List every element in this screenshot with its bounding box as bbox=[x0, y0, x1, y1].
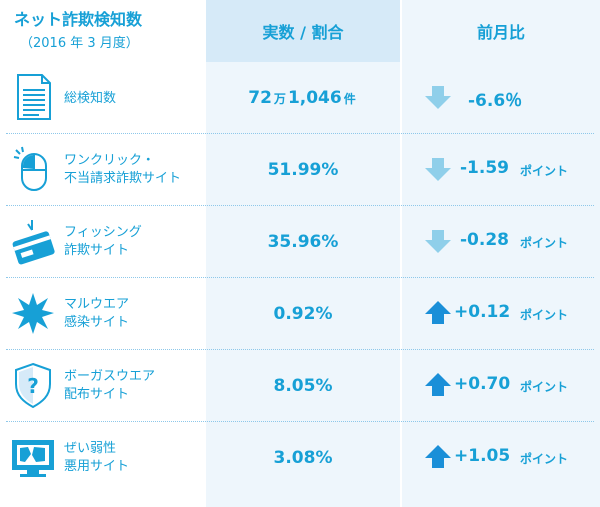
arrow-up-icon bbox=[425, 445, 451, 468]
change-column-header: 前月比 bbox=[476, 23, 525, 42]
change-unit: ポイント bbox=[520, 164, 569, 178]
change-value: -1.59 bbox=[460, 158, 509, 178]
credit-card-icon bbox=[10, 216, 56, 266]
row-value: 35.96% bbox=[267, 232, 339, 252]
document-icon bbox=[10, 72, 56, 122]
row-divider bbox=[6, 277, 594, 278]
change-value: +0.70 bbox=[454, 374, 511, 394]
row-label-line2: 詐欺サイト bbox=[64, 243, 130, 258]
value-unit: 万 bbox=[273, 91, 286, 106]
value-number-rest: 1,046 bbox=[287, 88, 342, 108]
arrow-up-icon bbox=[425, 373, 451, 396]
arrow-down-icon bbox=[425, 158, 451, 181]
row-label-line1: フィッシング bbox=[64, 225, 142, 240]
table-title: ネット詐欺検知数 bbox=[14, 10, 143, 29]
row-value: 8.05% bbox=[273, 376, 333, 396]
row-change: -0.28 ポイント bbox=[402, 206, 600, 278]
row-label-line1: ボーガスウエア bbox=[64, 369, 156, 384]
row-label-line2: 不当請求詐欺サイト bbox=[64, 171, 182, 186]
row-change: +0.12 ポイント bbox=[402, 278, 600, 350]
row-value: 72 万 1,046 件 bbox=[206, 62, 400, 134]
change-unit: ポイント bbox=[520, 236, 569, 250]
arrow-down-icon bbox=[425, 86, 451, 109]
row-divider bbox=[6, 133, 594, 134]
row-label-line1: マルウエア bbox=[64, 297, 130, 312]
change-value: -0.28 bbox=[460, 230, 509, 250]
row-value: 51.99% bbox=[267, 160, 339, 180]
arrow-up-icon bbox=[425, 301, 451, 324]
value-column-header: 実数 / 割合 bbox=[206, 0, 400, 62]
row-label-line1: ワンクリック・ bbox=[64, 153, 155, 168]
table-row: 総検知数 72 万 1,046 件 -6.6％ bbox=[0, 62, 600, 134]
row-divider bbox=[6, 349, 594, 350]
table-subtitle: （2016 年 3 月度） bbox=[20, 36, 139, 51]
change-column-background bbox=[402, 0, 600, 507]
question-shield-icon: ? bbox=[10, 360, 56, 410]
row-change: +0.70 ポイント bbox=[402, 350, 600, 422]
row-label-line2: 感染サイト bbox=[64, 315, 130, 330]
table-row: フィッシング 詐欺サイト 35.96% -0.28 ポイント bbox=[0, 206, 600, 278]
change-value: +1.05 bbox=[454, 446, 511, 466]
row-divider bbox=[6, 205, 594, 206]
row-change: -6.6％ bbox=[402, 62, 600, 134]
table-row: ? ボーガスウエア 配布サイト 8.05% +0.70 ポイント bbox=[0, 350, 600, 422]
change-unit: ポイント bbox=[520, 308, 569, 322]
row-label-line2: 悪用サイト bbox=[64, 459, 130, 474]
malware-burst-icon bbox=[10, 288, 56, 338]
row-label-line2: 配布サイト bbox=[64, 387, 130, 402]
row-divider bbox=[6, 421, 594, 422]
change-value: -6.6％ bbox=[468, 91, 523, 111]
table-row: ぜい弱性 悪用サイト 3.08% +1.05 ポイント bbox=[0, 422, 600, 494]
change-unit: ポイント bbox=[520, 452, 569, 466]
broken-screen-icon bbox=[10, 432, 56, 482]
table-row: マルウエア 感染サイト 0.92% +0.12 ポイント bbox=[0, 278, 600, 350]
row-change: +1.05 ポイント bbox=[402, 422, 600, 494]
table-row: ワンクリック・ 不当請求詐欺サイト 51.99% -1.59 ポイント bbox=[0, 134, 600, 206]
value-column-background bbox=[206, 0, 400, 507]
row-label: 総検知数 bbox=[64, 91, 117, 106]
value-number: 72 bbox=[248, 88, 272, 108]
row-label-line1: ぜい弱性 bbox=[64, 441, 117, 456]
value-unit-count: 件 bbox=[343, 91, 356, 106]
change-value: +0.12 bbox=[454, 302, 511, 322]
mouse-icon bbox=[10, 144, 56, 194]
change-unit: ポイント bbox=[520, 380, 569, 394]
arrow-down-icon bbox=[425, 230, 451, 253]
svg-text:?: ? bbox=[27, 374, 39, 398]
table-header: ネット詐欺検知数 （2016 年 3 月度） 実数 / 割合 前月比 bbox=[0, 0, 600, 62]
row-value: 0.92% bbox=[273, 304, 333, 324]
row-value: 3.08% bbox=[273, 448, 333, 468]
row-change: -1.59 ポイント bbox=[402, 134, 600, 206]
